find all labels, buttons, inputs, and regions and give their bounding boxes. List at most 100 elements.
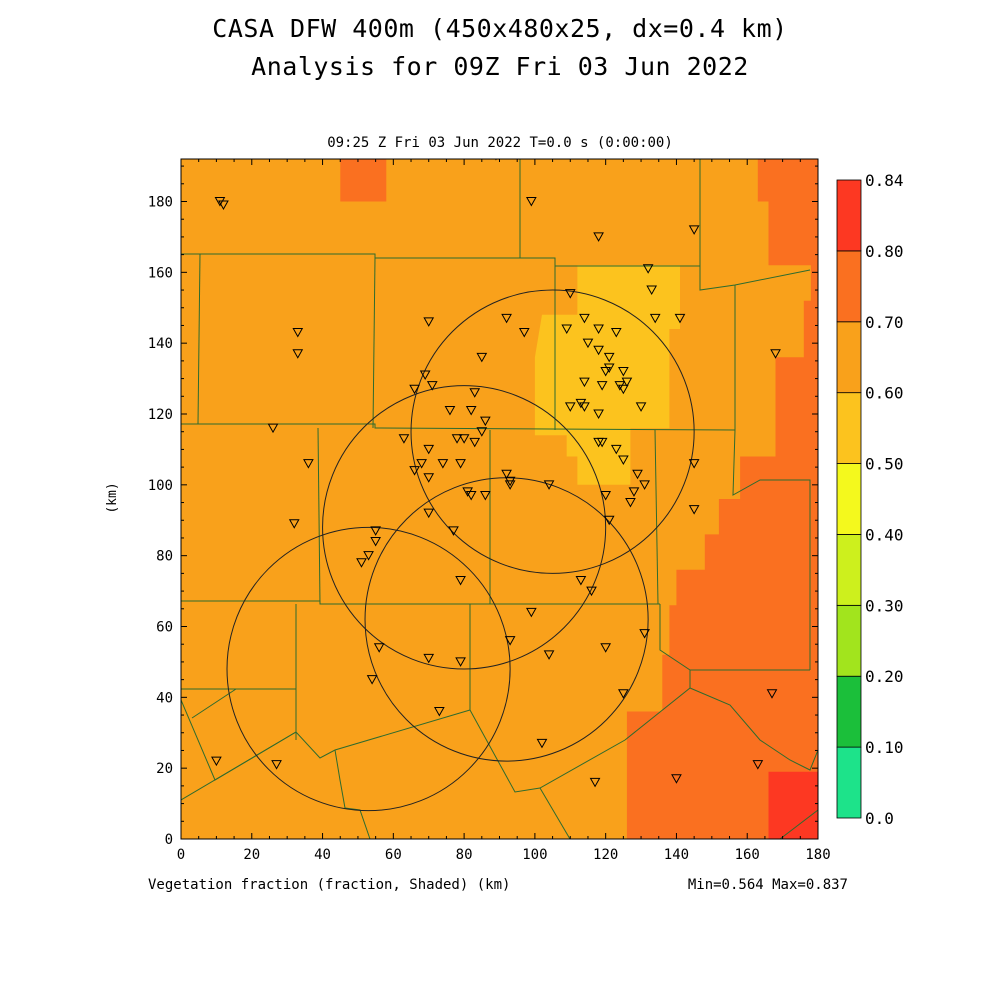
radar-ring	[410, 289, 695, 574]
station-marker	[579, 377, 590, 388]
y-tick-label: 140	[148, 336, 173, 352]
station-marker	[610, 444, 622, 455]
colorbar-label: 0.70	[865, 313, 904, 332]
station-marker	[642, 264, 654, 274]
colorbar-swatch	[836, 250, 862, 323]
station-marker	[596, 381, 608, 391]
station-marker	[600, 490, 612, 501]
y-tick-label: 120	[148, 407, 173, 423]
station-marker	[495, 159, 497, 161]
station-marker	[603, 363, 615, 373]
shaded-regions	[340, 159, 818, 839]
station-marker	[409, 384, 420, 395]
colorbar: 0.0 0.10 0.20 0.30 0.40 0.50 0.60 0.70 0.80 0.84	[836, 171, 904, 828]
x-tick-label: 100	[522, 847, 547, 863]
station-marker	[465, 490, 477, 501]
station-marker	[370, 526, 381, 536]
station-marker	[504, 636, 516, 646]
station-marker	[423, 508, 435, 519]
station-marker	[635, 402, 647, 412]
colorbar-swatch	[836, 534, 862, 606]
station-marker	[618, 455, 629, 466]
radar-ring	[226, 526, 511, 812]
colorbar-label: 0.0	[865, 809, 894, 828]
station-marker	[292, 328, 304, 338]
x-tick-label: 160	[735, 847, 760, 863]
station-marker	[543, 650, 555, 660]
y-tick-label: 180	[148, 195, 173, 211]
county-border	[469, 604, 691, 793]
station-marker	[469, 388, 481, 398]
station-marker	[423, 653, 435, 664]
station-marker	[586, 586, 597, 597]
station-marker	[618, 689, 629, 699]
station-marker	[579, 313, 590, 324]
station-marker	[455, 575, 466, 586]
colorbar-label: 0.10	[865, 738, 904, 757]
county-border	[732, 285, 811, 670]
chart-title: CASA DFW 400m (450x480x25, dx=0.4 km)	[212, 14, 788, 43]
shaded-region	[534, 265, 680, 485]
station-marker	[476, 352, 488, 363]
station-marker	[518, 328, 530, 338]
x-tick-label: 120	[593, 847, 618, 863]
station-marker	[618, 384, 629, 395]
station-marker	[600, 367, 612, 377]
station-marker	[433, 707, 445, 717]
y-tick-label: 0	[165, 832, 173, 848]
station-marker	[639, 629, 650, 639]
station-marker	[423, 473, 435, 483]
shaded-region	[768, 771, 818, 839]
station-marker	[618, 367, 629, 377]
station-marker	[288, 519, 300, 529]
shaded-region	[626, 159, 818, 839]
station-marker	[674, 313, 686, 324]
station-marker	[479, 490, 491, 501]
station-marker	[455, 657, 466, 667]
station-marker	[603, 352, 615, 363]
station-marker	[303, 459, 314, 469]
station-marker	[469, 437, 481, 448]
county-border	[317, 427, 321, 605]
y-axis-label: (km)	[105, 482, 120, 513]
station-marker	[596, 437, 608, 448]
station-marker	[504, 480, 516, 490]
station-marker	[536, 738, 548, 749]
station-marker	[444, 405, 456, 416]
x-tick-label: 40	[314, 847, 331, 863]
station-marker	[370, 537, 381, 547]
colorbar-swatch	[836, 392, 862, 464]
station-marker	[271, 760, 282, 770]
station-marker	[543, 480, 555, 490]
station-marker	[628, 487, 640, 497]
y-tick-label: 80	[156, 549, 173, 565]
station-marker	[610, 328, 622, 338]
station-marker	[366, 675, 378, 685]
x-tick-label: 60	[385, 847, 402, 863]
y-tick-label: 100	[148, 478, 173, 494]
county-border	[539, 787, 571, 839]
colorbar-swatch	[836, 604, 862, 677]
county-border	[654, 429, 659, 605]
shaded-region	[340, 159, 387, 202]
station-marker	[458, 434, 470, 444]
colorbar-label: 0.80	[865, 242, 904, 261]
station-marker	[564, 289, 576, 299]
county-borders	[181, 159, 818, 839]
station-marker	[267, 423, 279, 434]
station-marker	[649, 313, 661, 324]
colorbar-label: 0.40	[865, 525, 904, 544]
station-marker	[398, 434, 410, 444]
station-marker	[621, 377, 633, 388]
valid-time-label: 09:25 Z Fri 03 Jun 2022 T=0.0 s (0:00:00…	[327, 135, 673, 151]
y-tick-label: 20	[156, 761, 173, 777]
colorbar-label: 0.50	[865, 455, 904, 474]
y-axis: 0 20 40 60 80 100 120 140 160 180	[148, 165, 818, 848]
station-marker	[448, 526, 459, 536]
station-marker	[218, 200, 229, 211]
colorbar-swatch	[836, 321, 862, 394]
station-marker	[582, 338, 594, 349]
station-marker	[671, 774, 682, 784]
station-marker	[593, 345, 604, 356]
station-marker	[579, 402, 590, 412]
